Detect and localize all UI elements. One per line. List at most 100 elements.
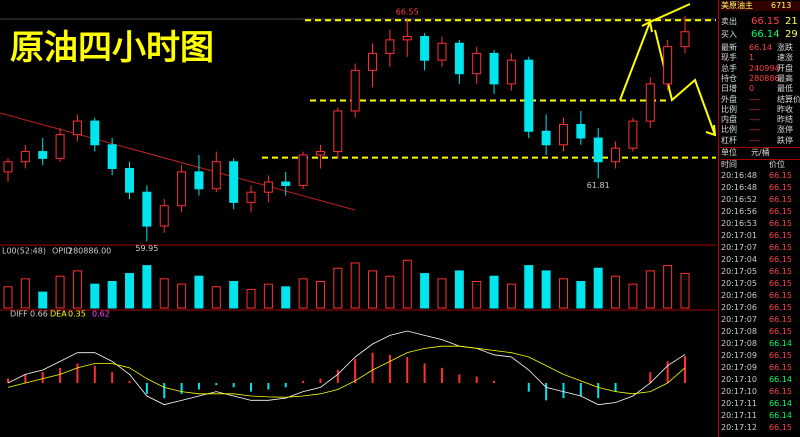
volume-bar	[194, 275, 204, 309]
volume-bar	[489, 275, 499, 309]
diff-value: 0.66	[30, 310, 48, 319]
quote-row-cell: 杠杆	[721, 135, 737, 145]
quote-row-cell: 最高	[777, 73, 793, 83]
volume-bar	[90, 283, 100, 309]
candle-body	[385, 39, 395, 54]
volume-bar	[55, 275, 65, 309]
tick-row-cell: 20:17:09	[721, 363, 757, 372]
quote-row: 内盘 ---- 昨结	[721, 115, 800, 125]
candle-body	[263, 181, 273, 193]
candle-body	[558, 123, 568, 146]
trend-line	[0, 112, 356, 211]
tick-row: 20:17:05 66.15	[721, 279, 800, 289]
quote-title: 美原油主 6713	[721, 1, 800, 11]
ask-price: 66.15	[751, 16, 780, 27]
candle-body	[489, 52, 499, 85]
candle-body	[177, 171, 187, 207]
volume-bar	[628, 283, 638, 309]
volume-bar	[368, 270, 378, 309]
quote-row-cell: 开盘	[777, 63, 793, 73]
tick-row: 20:17:05 66.15	[721, 267, 800, 277]
volume-bar	[142, 265, 152, 309]
chart-title: 原油四小时图	[10, 28, 214, 68]
tick-row-cell: 66.15	[769, 387, 792, 396]
quote-row-cell: ----	[749, 135, 761, 145]
tick-row: 20:17:10 66.15	[721, 387, 800, 397]
volume-bar	[107, 281, 117, 309]
tick-row-cell: 20:17:07	[721, 315, 757, 324]
quote-row: 现手 1 速涨	[721, 53, 800, 63]
quote-row-cell: 跌停	[777, 135, 793, 145]
tick-row: 20:16:56 66.15	[721, 207, 800, 217]
tick-row: 20:17:10 66.14	[721, 375, 800, 385]
tick-header: 时间 价位	[721, 159, 800, 170]
tick-row-cell: 66.15	[769, 291, 792, 300]
quote-row-cell: 内盘	[721, 115, 737, 125]
unit: 元/桶	[751, 148, 770, 157]
quote-row-cell: 外盘	[721, 94, 737, 104]
volume-bar	[229, 281, 239, 309]
quote-row-cell: 最低	[777, 84, 793, 94]
tick-row-cell: 20:17:06	[721, 303, 757, 312]
quote-row-cell: 日增	[721, 84, 737, 94]
tick-header-price: 价位	[769, 160, 785, 169]
tick-row: 20:17:09 66.15	[721, 363, 800, 373]
candle-body	[159, 205, 169, 227]
tick-row-cell: 66.14	[769, 375, 792, 384]
tick-row: 20:17:07 66.15	[721, 315, 800, 325]
quote-panel: 美原油主 6713 卖出 66.15 21 买入 66.14 29 最新 66.1…	[718, 0, 800, 437]
price-annotation: 61.81	[587, 181, 610, 190]
tick-row-cell: 20:17:08	[721, 339, 757, 348]
volume-bar	[211, 286, 221, 309]
tick-header-time: 时间	[721, 160, 737, 169]
tick-row-cell: 66.15	[769, 231, 792, 240]
volume-bar	[38, 291, 48, 309]
tick-row-cell: 20:17:08	[721, 327, 757, 336]
candle-body	[194, 171, 204, 190]
unit-row: 单位 元/桶	[721, 147, 800, 158]
volume-bar	[125, 273, 135, 309]
volume-bar	[454, 270, 464, 309]
tick-row-cell: 66.15	[769, 219, 792, 228]
candle-body	[680, 31, 690, 48]
candle-body	[541, 130, 551, 146]
tick-row: 20:17:06 66.15	[721, 291, 800, 301]
tick-row: 20:16:53 66.15	[721, 219, 800, 229]
volume-bar	[333, 267, 343, 309]
volume-bar	[385, 275, 395, 309]
quote-row-cell: 比例	[721, 104, 737, 114]
candle-body	[20, 151, 30, 163]
tick-row: 20:17:06 66.15	[721, 303, 800, 313]
candle-body	[72, 120, 82, 136]
candle-body	[663, 46, 673, 85]
tick-row: 20:17:04 66.15	[721, 255, 800, 265]
volume-bar	[281, 286, 291, 309]
tick-row: 20:16:48 66.15	[721, 183, 800, 193]
tick-row-cell: 66.15	[769, 279, 792, 288]
tick-row-cell: 20:17:11	[721, 399, 757, 408]
volume-bar	[315, 281, 325, 309]
candle-body	[611, 147, 621, 163]
quote-row-cell: 结算价	[777, 94, 800, 104]
ask-volume: 21	[785, 16, 798, 27]
tick-row-cell: 66.15	[769, 363, 792, 372]
quote-row: 最新 66.14 涨跌	[721, 43, 800, 53]
volume-bar	[3, 286, 13, 309]
quote-row-cell: 280886	[749, 73, 780, 83]
volume-bar	[402, 259, 412, 309]
candle-body	[593, 137, 603, 163]
tick-row-cell: 66.15	[769, 315, 792, 324]
volume-bar	[159, 278, 169, 309]
opid-label: OPID	[52, 247, 72, 256]
volume-bar	[506, 283, 516, 309]
tick-row-cell: 20:17:04	[721, 255, 757, 264]
volume-bar	[246, 288, 256, 309]
quote-row: 比例 ---- 昨收	[721, 105, 800, 115]
tick-row-cell: 20:17:11	[721, 411, 757, 420]
candle-body	[90, 120, 100, 146]
candle-body	[38, 151, 48, 159]
bid-label: 买入	[721, 30, 737, 39]
tick-row-cell: 20:16:53	[721, 219, 757, 228]
volume-bar	[524, 265, 534, 309]
